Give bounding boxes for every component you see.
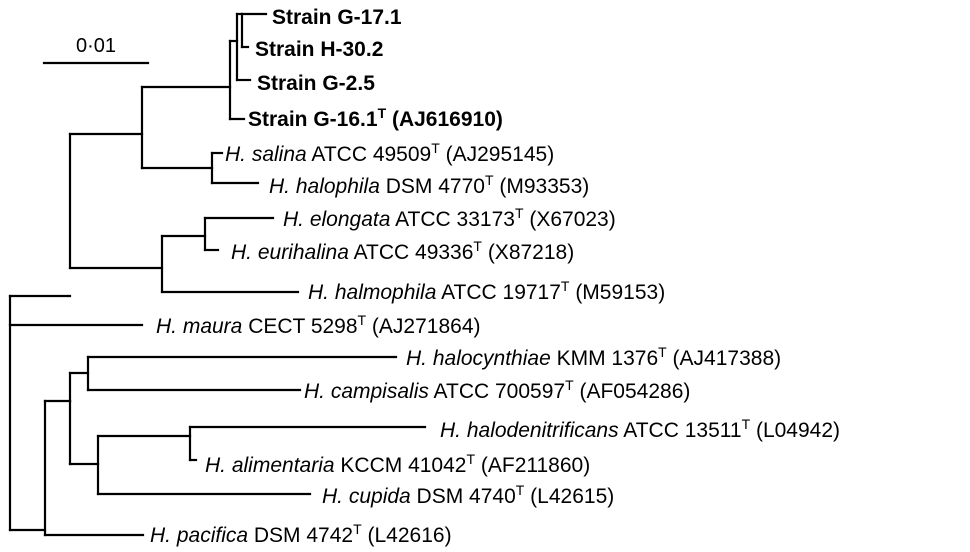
type-strain-marker: T <box>358 312 367 328</box>
strain-name: Strain H-30.2 <box>255 38 383 61</box>
species-name: H. elongata <box>283 208 390 231</box>
tree-branches <box>8 12 427 537</box>
species-name: H. salina <box>225 143 307 166</box>
type-strain-marker: T <box>515 205 524 221</box>
type-strain-marker: T <box>565 377 574 393</box>
type-strain-marker: T <box>353 521 362 537</box>
type-strain-marker: T <box>658 344 667 360</box>
collection-number: DSM 4740 <box>411 485 516 508</box>
species-name: H. cupida <box>322 485 411 508</box>
accession-number: (L04942) <box>750 419 840 442</box>
accession-number: (AF211860) <box>475 454 590 477</box>
accession-number: (M93353) <box>494 175 590 198</box>
type-strain-marker: T <box>466 451 475 467</box>
collection-number: ATCC 19717 <box>436 281 561 304</box>
species-name: H. alimentaria <box>205 454 335 477</box>
species-name: H. halmophila <box>308 281 436 304</box>
type-strain-marker: T <box>378 105 387 121</box>
accession-number: (AF054286) <box>574 380 691 403</box>
type-strain-marker: T <box>742 416 751 432</box>
taxon-label-maura: H. maura CECT 5298T (AJ271864) <box>156 312 481 338</box>
type-strain-marker: T <box>431 140 440 156</box>
taxon-label-alimentaria: H. alimentaria KCCM 41042T (AF211860) <box>205 451 590 477</box>
taxon-label-g161: Strain G-16.1T (AJ616910) <box>248 105 503 131</box>
collection-number: ATCC 49336 <box>349 241 474 264</box>
type-strain-marker: T <box>485 172 494 188</box>
taxon-label-pacifica: H. pacifica DSM 4742T (L42616) <box>150 521 452 547</box>
species-name: H. halophila <box>269 175 380 198</box>
taxon-label-campisalis: H. campisalis ATCC 700597T (AF054286) <box>304 377 690 403</box>
collection-number: KCCM 41042 <box>335 454 467 477</box>
collection-number: ATCC 33173 <box>390 208 515 231</box>
species-name: H. halodenitrificans <box>440 419 619 442</box>
accession-number: (L42616) <box>362 524 452 547</box>
accession-number: (L42615) <box>524 485 614 508</box>
collection-number: ATCC 49509 <box>307 143 432 166</box>
collection-number: KMM 1376 <box>551 347 658 370</box>
accession-number: (X87218) <box>482 241 574 264</box>
species-name: H. halocynthiae <box>406 347 551 370</box>
taxon-label-halocynthiae: H. halocynthiae KMM 1376T (AJ417388) <box>406 344 781 370</box>
scale-bar-label: 0·01 <box>76 35 116 57</box>
collection-number: CECT 5298 <box>242 315 357 338</box>
taxon-label-salina: H. salina ATCC 49509T (AJ295145) <box>225 140 554 166</box>
scale-bar: 0·01 <box>42 35 150 65</box>
strain-name: Strain G-2.5 <box>257 72 375 95</box>
type-strain-marker: T <box>561 278 570 294</box>
collection-number: DSM 4770 <box>380 175 485 198</box>
strain-name: Strain G-17.1 <box>272 6 402 29</box>
type-strain-marker: T <box>473 238 482 254</box>
accession-number: (AJ417388) <box>667 347 781 370</box>
taxon-label-h302: Strain H-30.2 <box>255 38 383 61</box>
collection-number: DSM 4742 <box>248 524 353 547</box>
collection-number: ATCC 13511 <box>619 419 742 442</box>
taxon-label-g25: Strain G-2.5 <box>257 72 375 95</box>
taxon-label-halophila: H. halophila DSM 4770T (M93353) <box>269 172 589 198</box>
species-name: H. campisalis <box>304 380 429 403</box>
taxon-label-eurihalina: H. eurihalina ATCC 49336T (X87218) <box>231 238 574 264</box>
taxon-label-cupida: H. cupida DSM 4740T (L42615) <box>322 482 614 508</box>
collection-number: ATCC 700597 <box>429 380 565 403</box>
accession-number: (AJ295145) <box>440 143 554 166</box>
accession-number: (AJ616910) <box>386 108 503 131</box>
taxon-label-g171: Strain G-17.1 <box>272 6 402 29</box>
taxon-label-halodenitrificans: H. halodenitrificans ATCC 13511T (L04942… <box>440 416 840 442</box>
taxon-label-elongata: H. elongata ATCC 33173T (X67023) <box>283 205 616 231</box>
taxon-labels: Strain G-17.1 Strain H-30.2 Strain G-2.5 St… <box>150 6 840 547</box>
species-name: H. maura <box>156 315 242 338</box>
taxon-label-halmophila: H. halmophila ATCC 19717T (M59153) <box>308 278 665 304</box>
species-name: H. pacifica <box>150 524 248 547</box>
accession-number: (M59153) <box>569 281 665 304</box>
species-name: H. eurihalina <box>231 241 349 264</box>
strain-name: Strain G-16.1 <box>248 108 378 131</box>
type-strain-marker: T <box>516 482 525 498</box>
accession-number: (AJ271864) <box>366 315 480 338</box>
accession-number: (X67023) <box>524 208 616 231</box>
